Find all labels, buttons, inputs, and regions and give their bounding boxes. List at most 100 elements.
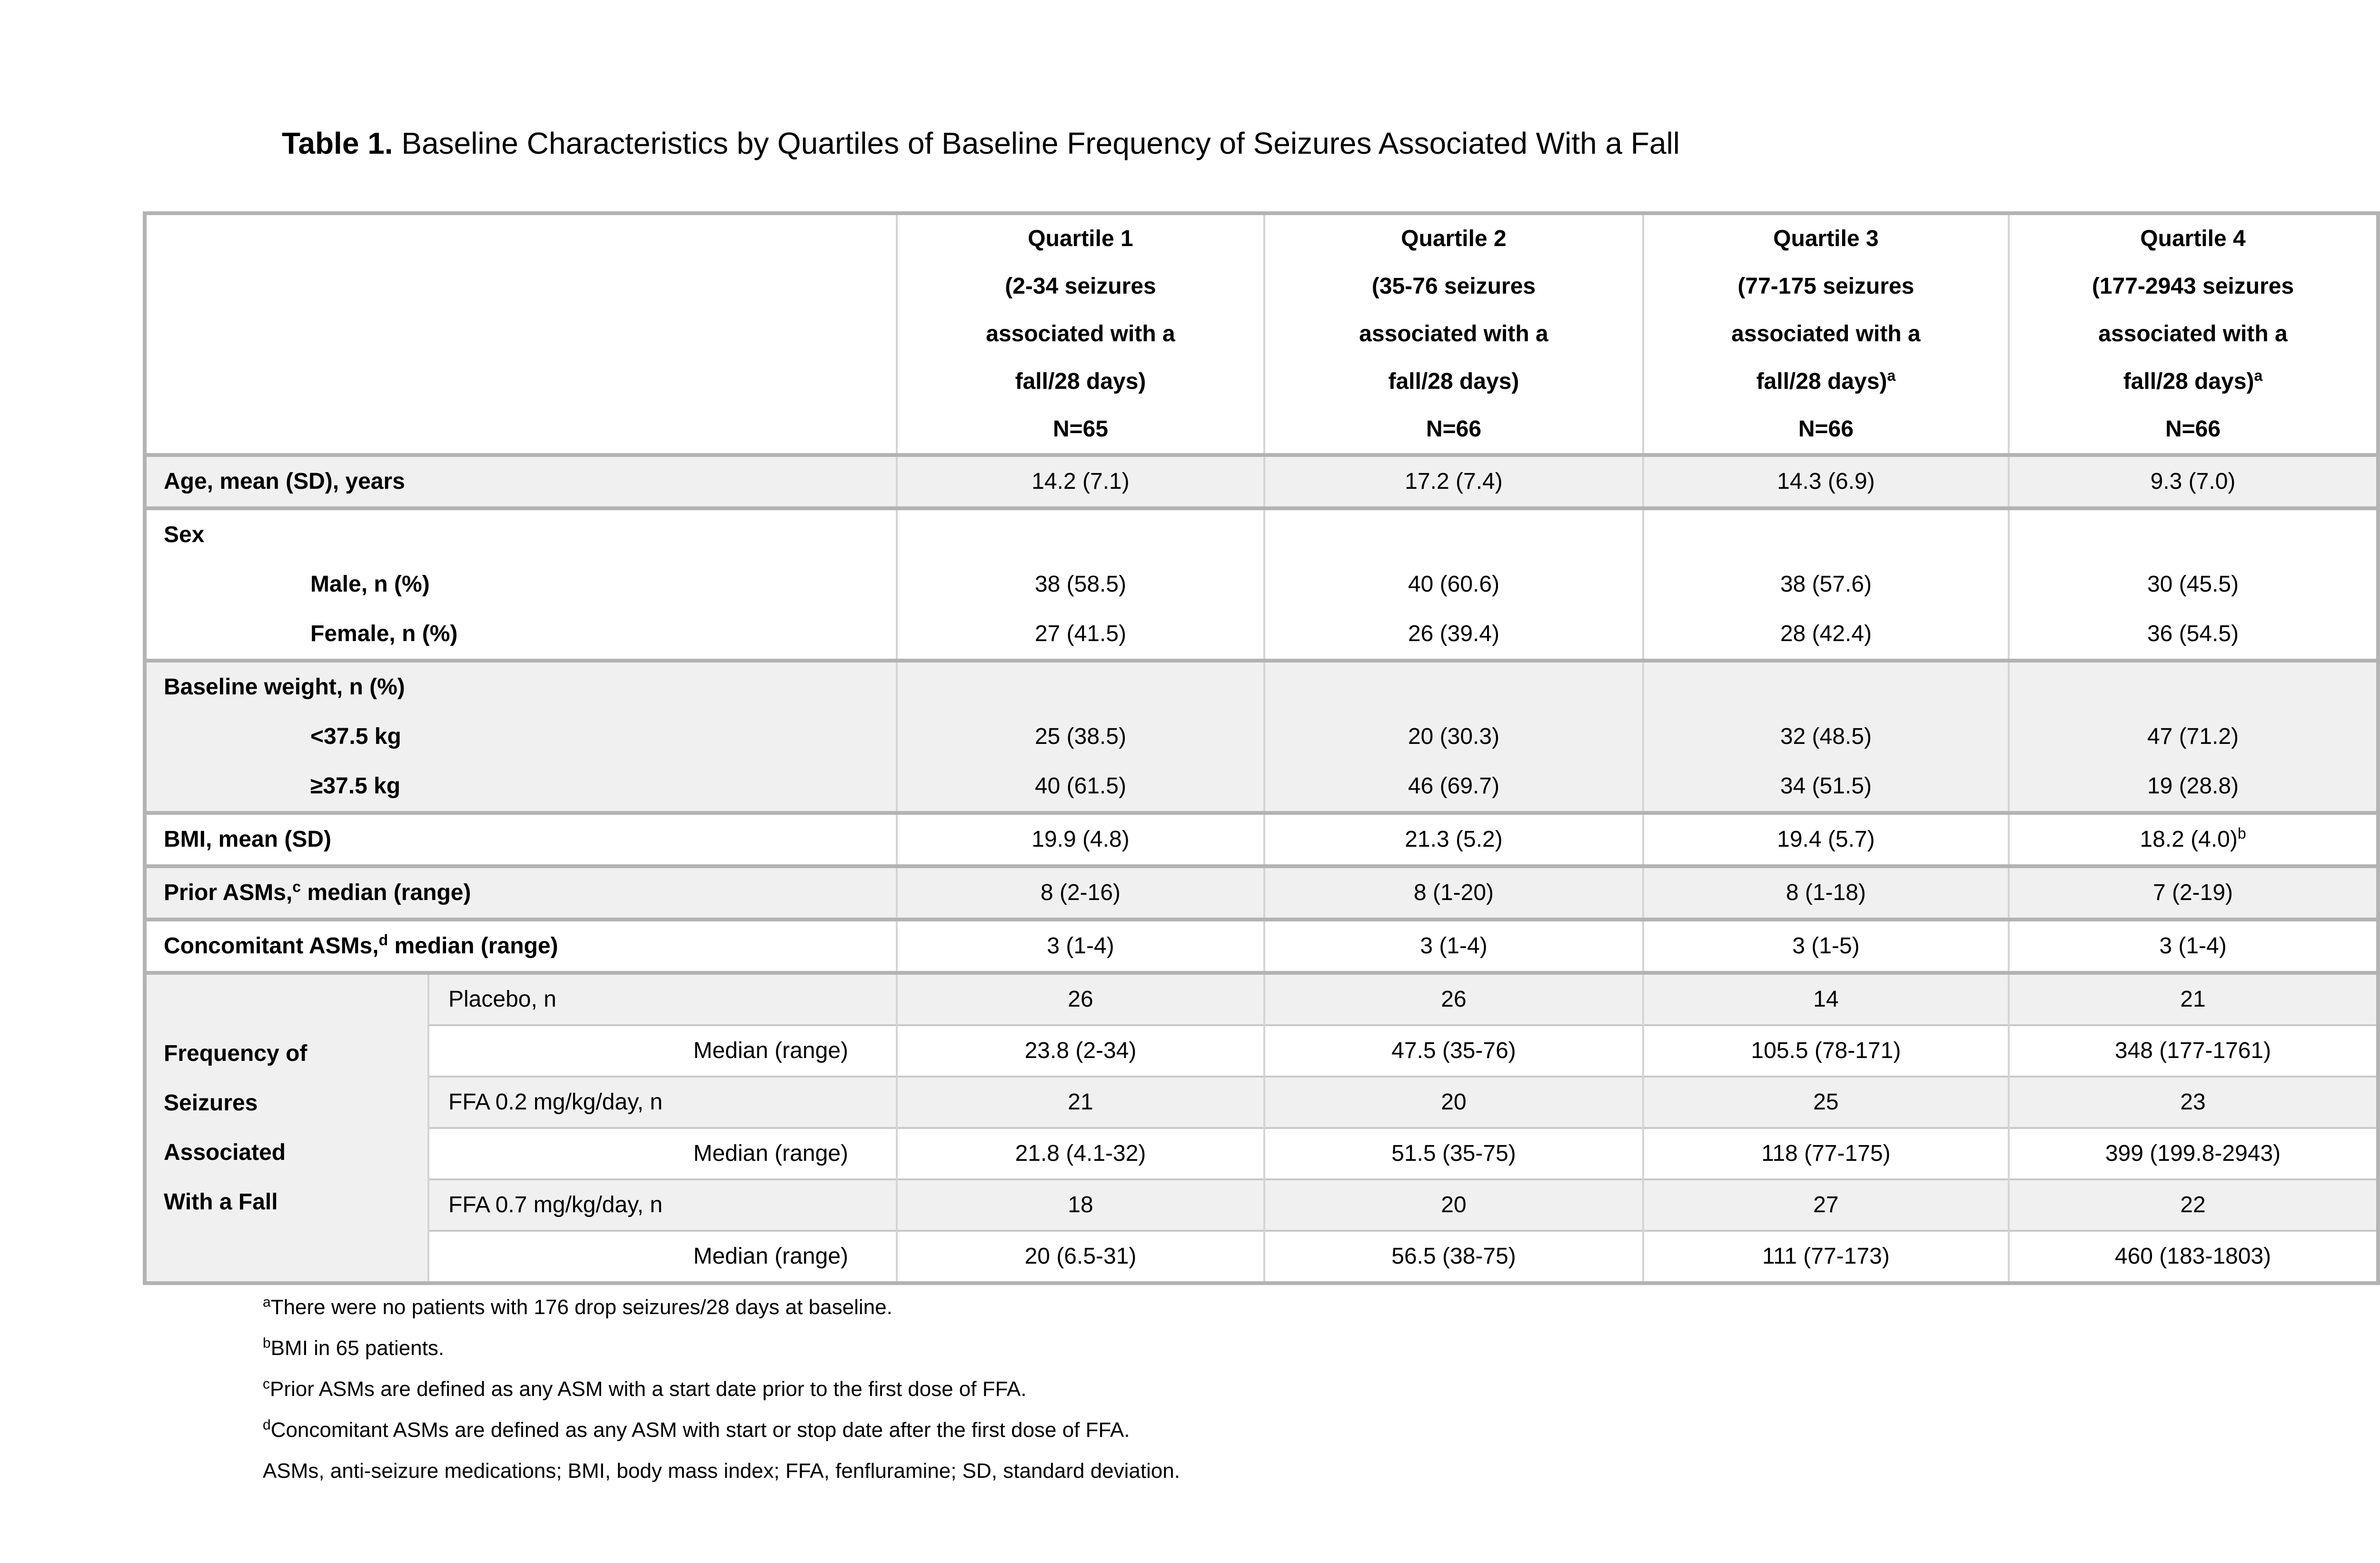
cell-age-q4: 9.3 (7.0) (2008, 453, 2379, 508)
row-label-under-37-5: <37.5 kg (310, 724, 401, 749)
cell-placebo-n-q1: 26 (896, 971, 1265, 1025)
cell-prior-asms-q2: 8 (1-20) (1263, 864, 1644, 920)
cell-ffa07-median-q2: 56.5 (38-75) (1263, 1230, 1644, 1283)
cell-age-q3: 14.3 (6.9) (1642, 453, 2010, 508)
row-label-placebo-n: Placebo, n (427, 971, 898, 1025)
cell-bmi-q3: 19.4 (5.7) (1642, 811, 2010, 866)
cell-ffa07-n-q2: 20 (1263, 1178, 1644, 1231)
cell-placebo-median-q2: 47.5 (35-76) (1263, 1024, 1644, 1077)
footnote-b: bBMI in 65 patients. (263, 1335, 445, 1360)
cell-ffa07-n-q1: 18 (896, 1178, 1265, 1231)
row-label-ffa07-n: FFA 0.7 mg/kg/day, n (427, 1178, 898, 1231)
table-row-frequency-placebo-median: Median (range) 23.8 (2-34) 47.5 (35-76) … (145, 1024, 2379, 1077)
table-row-concomitant-asms: Concomitant ASMs,d median (range) 3 (1-4… (144, 918, 2379, 973)
cell-ffa07-n-q3: 27 (1642, 1178, 2010, 1231)
quartile-3-name: Quartile 3 (1773, 226, 1879, 251)
cell-placebo-n-q3: 14 (1642, 971, 2010, 1025)
cell-weight-q1: 25 (38.5) 40 (61.5) (896, 659, 1265, 813)
cell-bmi-q2: 21.3 (5.2) (1263, 811, 1644, 866)
row-label-age: Age, mean (SD), years (144, 453, 898, 508)
cell-age-q1: 14.2 (7.1) (896, 453, 1265, 508)
row-label-ffa02-median: Median (range) (427, 1127, 898, 1179)
cell-ffa02-median-q2: 51.5 (35-75) (1263, 1127, 1644, 1179)
quartile-4-name: Quartile 4 (2140, 226, 2246, 251)
cell-placebo-median-q3: 105.5 (78-171) (1642, 1024, 2010, 1077)
cell-sex-q3: 38 (57.6) 28 (42.4) (1642, 506, 2010, 661)
quartile-4-n: N=66 (2165, 416, 2221, 442)
quartile-1-n: N=65 (1052, 416, 1109, 442)
cell-sex-q2: 40 (60.6) 26 (39.4) (1263, 506, 1644, 661)
row-label-frequency-group: Frequency of Seizures Associated With a … (144, 971, 429, 1283)
cell-age-q2: 17.2 (7.4) (1263, 453, 1644, 508)
footnote-marker-b: b (2237, 825, 2246, 842)
cell-placebo-n-q2: 26 (1263, 971, 1644, 1025)
table-row-frequency-ffa02-median: Median (range) 21.8 (4.1-32) 51.5 (35-75… (145, 1127, 2379, 1179)
cell-ffa07-median-q1: 20 (6.5-31) (896, 1230, 1265, 1283)
row-label-over-37-5: ≥37.5 kg (310, 773, 401, 799)
cell-concomitant-asms-q4: 3 (1-4) (2008, 918, 2379, 973)
row-label-placebo-median: Median (range) (427, 1024, 898, 1077)
column-header-quartile-2: Quartile 2 (35-76 seizures associated wi… (1263, 213, 1644, 455)
footnote-marker-a: a (2254, 367, 2263, 384)
cell-placebo-median-q1: 23.8 (2-34) (896, 1024, 1265, 1077)
footnote-c: cPrior ASMs are defined as any ASM with … (263, 1376, 1027, 1401)
table-row-prior-asms: Prior ASMs,c median (range) 8 (2-16) 8 (… (144, 864, 2379, 920)
row-label-sex: Sex (164, 522, 205, 547)
table-header-row: Quartile 1 (2-34 seizures associated wit… (144, 213, 2379, 455)
cell-prior-asms-q3: 8 (1-18) (1642, 864, 2010, 920)
quartile-2-n: N=66 (1426, 416, 1482, 442)
quartile-2-name: Quartile 2 (1401, 226, 1507, 251)
cell-bmi-q4: 18.2 (4.0)b (2008, 811, 2379, 866)
table-row-frequency-placebo-n: Frequency of Seizures Associated With a … (144, 971, 2379, 1283)
row-label-ffa07-median: Median (range) (427, 1230, 898, 1283)
table-row-age: Age, mean (SD), years 14.2 (7.1) 17.2 (7… (144, 453, 2379, 508)
footnote-d: dConcomitant ASMs are defined as any ASM… (263, 1417, 1130, 1442)
cell-placebo-n-q4: 21 (2008, 971, 2379, 1025)
quartile-3-n: N=66 (1798, 416, 1854, 442)
row-label-prior-asms: Prior ASMs,c median (range) (144, 864, 898, 920)
table-row-sex: Sex Male, n (%) Female, n (%) 38 (58.5) … (144, 506, 2379, 661)
footnote-marker-c: c (292, 878, 301, 895)
header-empty-cell (144, 213, 898, 455)
footnote-marker-a: a (1887, 367, 1896, 384)
cell-weight-q2: 20 (30.3) 46 (69.7) (1263, 659, 1644, 813)
cell-concomitant-asms-q1: 3 (1-4) (896, 918, 1265, 973)
cell-ffa07-median-q4: 460 (183-1803) (2008, 1230, 2379, 1283)
footnote-marker-d: d (378, 931, 388, 949)
footnote-abbreviations: ASMs, anti-seizure medications; BMI, bod… (263, 1459, 1180, 1483)
footnotes: aThere were no patients with 176 drop se… (263, 1287, 1180, 1492)
cell-weight-q3: 32 (48.5) 34 (51.5) (1642, 659, 2010, 813)
cell-weight-q4: 47 (71.2) 19 (28.8) (2008, 659, 2379, 813)
footnote-a: aThere were no patients with 176 drop se… (263, 1294, 892, 1319)
row-label-concomitant-asms: Concomitant ASMs,d median (range) (144, 918, 898, 973)
cell-ffa02-median-q3: 118 (77-175) (1642, 1127, 2010, 1179)
column-header-quartile-4: Quartile 4 (177-2943 seizures associated… (2008, 213, 2379, 455)
table-row-frequency-ffa07-median: Median (range) 20 (6.5-31) 56.5 (38-75) … (145, 1230, 2379, 1283)
cell-ffa02-n-q2: 20 (1263, 1076, 1644, 1128)
row-label-bmi: BMI, mean (SD) (144, 811, 898, 866)
row-label-weight-group: Baseline weight, n (%) <37.5 kg ≥37.5 kg (144, 659, 898, 813)
cell-prior-asms-q1: 8 (2-16) (896, 864, 1265, 920)
row-label-baseline-weight: Baseline weight, n (%) (164, 674, 405, 700)
cell-ffa02-n-q4: 23 (2008, 1076, 2379, 1128)
cell-ffa02-n-q1: 21 (896, 1076, 1265, 1128)
table-title: Table 1. Baseline Characteristics by Qua… (282, 126, 1680, 161)
cell-sex-q4: 30 (45.5) 36 (54.5) (2008, 506, 2379, 661)
quartile-1-name: Quartile 1 (1028, 226, 1133, 251)
cell-concomitant-asms-q2: 3 (1-4) (1263, 918, 1644, 973)
row-label-female: Female, n (%) (310, 621, 458, 646)
table-row-frequency-ffa07-n: FFA 0.7 mg/kg/day, n 18 20 27 22 (145, 1178, 2379, 1231)
cell-ffa02-n-q3: 25 (1642, 1076, 2010, 1128)
row-label-male: Male, n (%) (310, 572, 430, 597)
row-label-sex-group: Sex Male, n (%) Female, n (%) (144, 506, 898, 661)
table-row-bmi: BMI, mean (SD) 19.9 (4.8) 21.3 (5.2) 19.… (144, 811, 2379, 866)
cell-bmi-q1: 19.9 (4.8) (896, 811, 1265, 866)
table-row-baseline-weight: Baseline weight, n (%) <37.5 kg ≥37.5 kg… (144, 659, 2379, 813)
column-header-quartile-1: Quartile 1 (2-34 seizures associated wit… (896, 213, 1265, 455)
column-header-quartile-3: Quartile 3 (77-175 seizures associated w… (1642, 213, 2010, 455)
row-label-ffa02-n: FFA 0.2 mg/kg/day, n (427, 1076, 898, 1128)
cell-ffa02-median-q1: 21.8 (4.1-32) (896, 1127, 1265, 1179)
cell-ffa07-n-q4: 22 (2008, 1178, 2379, 1231)
table-title-text: Baseline Characteristics by Quartiles of… (393, 126, 1680, 160)
